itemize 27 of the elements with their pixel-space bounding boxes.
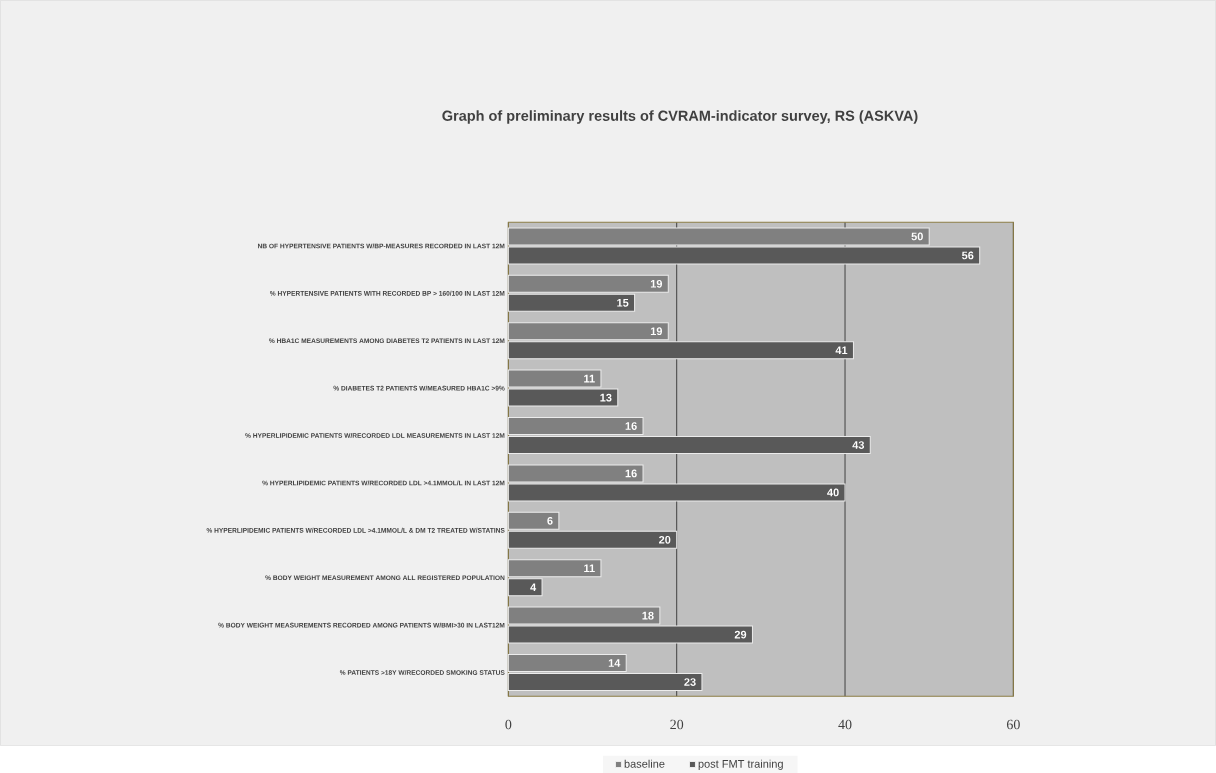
legend-label: post FMT training [698,759,783,770]
data-label: 18 [642,611,654,620]
x-tick-label: 20 [670,719,684,730]
data-label: 56 [961,251,974,260]
x-tick-label: 40 [838,719,852,730]
data-label: 15 [617,298,629,307]
data-label: 29 [734,630,747,639]
x-tick-label: 60 [1006,719,1020,730]
data-label: 4 [530,583,537,591]
data-label: 43 [852,441,865,449]
data-label: 16 [625,469,637,478]
data-label: 40 [827,488,839,497]
data-label: 19 [650,279,663,288]
legend-label: baseline [624,759,665,768]
data-label: 19 [650,327,663,336]
data-label: 16 [625,422,637,430]
data-label: 11 [584,374,595,383]
data-label: 50 [911,232,923,241]
chart-title: Graph of preliminary results of CVRAM-indicator survey, RS (ASKVA) [442,110,918,124]
data-label: 13 [600,393,612,402]
data-label: 11 [584,564,595,572]
data-label: 20 [659,535,671,544]
data-label: 14 [608,659,621,667]
data-label: 41 [835,346,848,354]
data-label: 23 [684,678,696,686]
x-tick-label: 0 [505,719,512,730]
data-label: 6 [547,516,553,525]
